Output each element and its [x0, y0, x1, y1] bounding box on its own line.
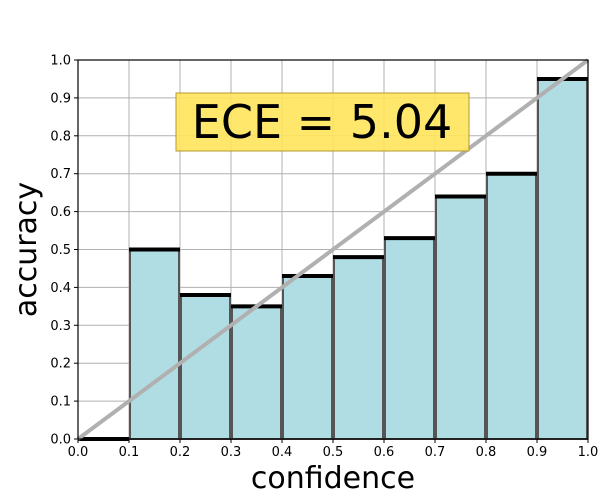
bar-body [384, 237, 435, 440]
y-axis-label: accuracy [9, 182, 44, 317]
bar [129, 247, 180, 440]
x-tick-label: 0.9 [527, 445, 548, 460]
bar [384, 236, 435, 440]
x-axis-label: confidence [251, 461, 415, 494]
x-tick-label: 0.0 [68, 445, 89, 460]
bar-body [435, 195, 486, 440]
x-tick-label: 0.8 [476, 445, 497, 460]
y-tick-label: 0.6 [50, 205, 71, 220]
bar-body [129, 248, 180, 440]
perfect-calibration-line [76, 58, 590, 441]
bar-body [333, 256, 384, 440]
bar-body [486, 172, 537, 440]
x-tick-label: 0.5 [323, 445, 344, 460]
y-tick-label: 0.2 [50, 357, 71, 372]
x-tick-label: 1.0 [578, 445, 598, 460]
bar [435, 194, 486, 440]
bar-body [180, 293, 231, 441]
y-tick-label: 0.8 [50, 129, 71, 144]
y-tick-label: 0.9 [50, 91, 71, 106]
y-tick-label: 0.7 [50, 167, 71, 182]
y-tick-label: 0.3 [50, 319, 71, 334]
bar [231, 304, 282, 440]
bar [333, 255, 384, 440]
bar-body [282, 275, 333, 440]
ece-annotation: ECE = 5.04 [192, 95, 452, 149]
bar [486, 171, 537, 440]
bar-body [537, 77, 588, 440]
x-tick-label: 0.7 [425, 445, 446, 460]
y-tick-label: 0.1 [50, 395, 71, 410]
x-tick-label: 0.1 [119, 445, 140, 460]
bar [282, 274, 333, 440]
x-tick-label: 0.3 [221, 445, 242, 460]
bar [537, 76, 588, 440]
bar-body [231, 305, 282, 440]
ece-annotation-box [175, 92, 470, 152]
x-tick-label: 0.4 [272, 445, 293, 460]
x-tick-label: 0.2 [170, 445, 191, 460]
axis-ticks: 0.0 0.1 0.2 0.3 0.4 0.5 0.6 0.7 0.8 0.9 1.0 0.0 0.1 0… [50, 54, 598, 461]
y-tick-label: 0.4 [50, 281, 71, 296]
y-tick-label: 0.0 [50, 433, 71, 448]
bar [180, 292, 231, 441]
y-tick-label: 0.5 [50, 243, 71, 258]
x-tick-label: 0.6 [374, 445, 395, 460]
y-tick-label: 1.0 [50, 54, 71, 69]
